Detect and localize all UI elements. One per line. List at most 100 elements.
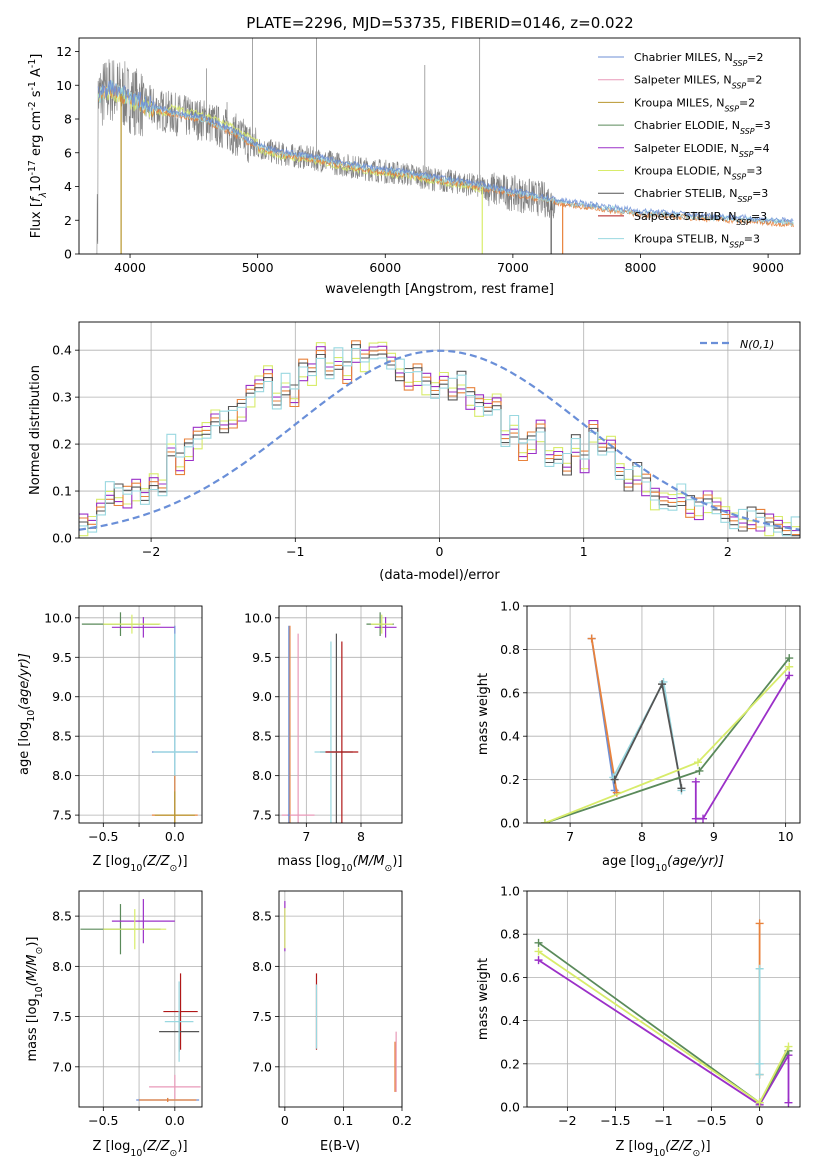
spectrum-data <box>96 59 794 254</box>
tick-label-y: 7.5 <box>252 1009 272 1024</box>
weight-marker <box>658 680 667 689</box>
tick-label-x: −2 <box>558 1113 576 1128</box>
weight-line <box>544 657 790 823</box>
axes-age-vs-Z: −0.5 0.0 7.5 8.0 8.5 9.0 9.5 10.0 <box>44 605 203 844</box>
y-axis-label: Normed distribution <box>28 365 43 495</box>
gaussian-curve <box>79 349 800 531</box>
weight-marker <box>695 766 704 775</box>
tick-label-y: 7.5 <box>52 1009 72 1024</box>
tick-label-x: 8 <box>357 829 365 844</box>
tick-label-y: 6 <box>64 145 72 160</box>
legend-entry: Chabrier ELODIE, NSSP=3 <box>634 119 771 136</box>
plot-area-age-vs-Z <box>81 612 198 823</box>
weight-marker <box>587 634 596 643</box>
tick-label-y: 2 <box>64 213 72 228</box>
tick-label-y: 12 <box>56 44 72 59</box>
tick-label-x: 2 <box>724 544 732 559</box>
axes-frame <box>78 321 801 539</box>
axes-mass-vs-EBV: 0 0.1 0.2 7.0 7.5 8.0 8.5 <box>252 890 412 1128</box>
tick-label-y: 8.5 <box>252 729 272 744</box>
legend-entry-gaussian: N(0,1) <box>740 338 774 351</box>
tick-label-x: 8 <box>638 829 646 844</box>
tick-label-y: 8 <box>64 112 72 127</box>
weight-marker <box>755 1098 764 1107</box>
weight-line <box>590 638 618 793</box>
tick-label-x: 4000 <box>114 260 146 275</box>
tick-label-y: 7.0 <box>252 1059 272 1074</box>
tick-label-x: 8000 <box>625 260 657 275</box>
tick-label-y: 0.1 <box>52 484 72 499</box>
weight-marker <box>785 671 794 680</box>
axes-weight-vs-age: 7 8 9 10 0.0 0.2 0.4 0.6 0.8 1.0 <box>500 599 801 844</box>
weight-marker <box>691 777 700 786</box>
x-axis-label: Z [log10(Z/Z⊙)] <box>92 1139 187 1159</box>
tick-label-y: 0.8 <box>500 642 520 657</box>
axes-age-vs-mass: 7 8 7.5 8.0 8.5 9.0 9.5 10.0 <box>244 605 403 844</box>
tick-label-x: 0.0 <box>165 829 185 844</box>
legend-entry: Kroupa ELODIE, NSSP=3 <box>634 165 762 182</box>
tick-label-x: 9000 <box>752 260 784 275</box>
weight-marker <box>610 775 619 784</box>
tick-label-x: 5000 <box>242 260 274 275</box>
axes-frame <box>526 890 801 1108</box>
tick-label-y: 7.5 <box>52 808 72 823</box>
y-axis-label: mass [log10(M/M⊙)] <box>25 937 45 1062</box>
tick-label-y: 1.0 <box>500 599 520 614</box>
tick-label-y: 0.0 <box>500 816 520 831</box>
plot-area-weight-vs-age <box>540 634 794 823</box>
legend-entry: Salpeter STELIB, NSSP=3 <box>634 210 767 227</box>
axes-frame <box>526 605 801 824</box>
tick-label-y: 9.5 <box>252 650 272 665</box>
tick-label-y: 0.6 <box>500 685 520 700</box>
weight-marker <box>677 784 686 793</box>
tick-label-x: 0 <box>436 544 444 559</box>
tick-label-x: 10 <box>778 829 794 844</box>
figure-title: PLATE=2296, MJD=53735, FIBERID=0146, z=0… <box>246 14 633 32</box>
tick-label-x: 0.1 <box>333 1113 353 1128</box>
histogram-step <box>79 347 800 537</box>
weight-line <box>544 666 790 823</box>
weight-marker <box>755 964 764 973</box>
tick-label-y: 10 <box>56 78 72 93</box>
axes-frame <box>278 605 403 824</box>
weight-line <box>538 959 790 1107</box>
x-axis-label: Z [log10(Z/Z⊙)] <box>92 854 187 874</box>
weight-marker <box>755 919 764 928</box>
legend-entry: Chabrier STELIB, NSSP=3 <box>634 187 768 204</box>
axes-frame <box>78 37 801 255</box>
x-axis-label: E(B-V) <box>320 1139 360 1154</box>
tick-label-y: 0.2 <box>500 1056 520 1071</box>
legend-entry: Chabrier MILES, NSSP=2 <box>634 51 764 68</box>
x-axis-label: wavelength [Angstrom, rest frame] <box>325 282 554 297</box>
weight-marker <box>540 819 549 823</box>
tick-label-y: 8.0 <box>252 768 272 783</box>
tick-label-x: −1.5 <box>600 1113 630 1128</box>
weight-marker <box>785 662 794 671</box>
tick-label-y: 8.5 <box>52 729 72 744</box>
x-axis-label: age [log10(age/yr)] <box>602 854 724 874</box>
tick-label-y: 0.2 <box>52 437 72 452</box>
tick-label-y: 10.0 <box>44 610 72 625</box>
axes-mass-vs-Z: −0.5 0.0 7.0 7.5 8.0 8.5 <box>52 890 203 1128</box>
tick-label-y: 9.0 <box>52 689 72 704</box>
weight-marker <box>691 814 700 823</box>
tick-label-x: −2 <box>142 544 160 559</box>
tick-label-y: 0.8 <box>500 927 520 942</box>
plot-area-spectrum <box>96 38 794 254</box>
tick-label-x: 9 <box>710 829 718 844</box>
axes-frame <box>278 890 403 1108</box>
weight-marker <box>784 1098 793 1107</box>
weight-marker <box>755 1070 764 1079</box>
tick-label-y: 7.0 <box>52 1059 72 1074</box>
axes-residuals: −2 −1 0 1 2 0.0 0.1 0.2 0.3 0.4 <box>52 321 801 559</box>
x-axis-label: (data-model)/error <box>379 568 500 583</box>
tick-label-y: 0.6 <box>500 970 520 985</box>
tick-label-y: 0.4 <box>500 1013 520 1028</box>
y-axis-label: mass weight <box>476 673 491 755</box>
tick-label-y: 10.0 <box>244 610 272 625</box>
weight-marker <box>699 814 708 823</box>
tick-label-y: 8.5 <box>252 909 272 924</box>
weight-marker <box>755 1059 764 1068</box>
spectrum-model <box>97 79 794 224</box>
